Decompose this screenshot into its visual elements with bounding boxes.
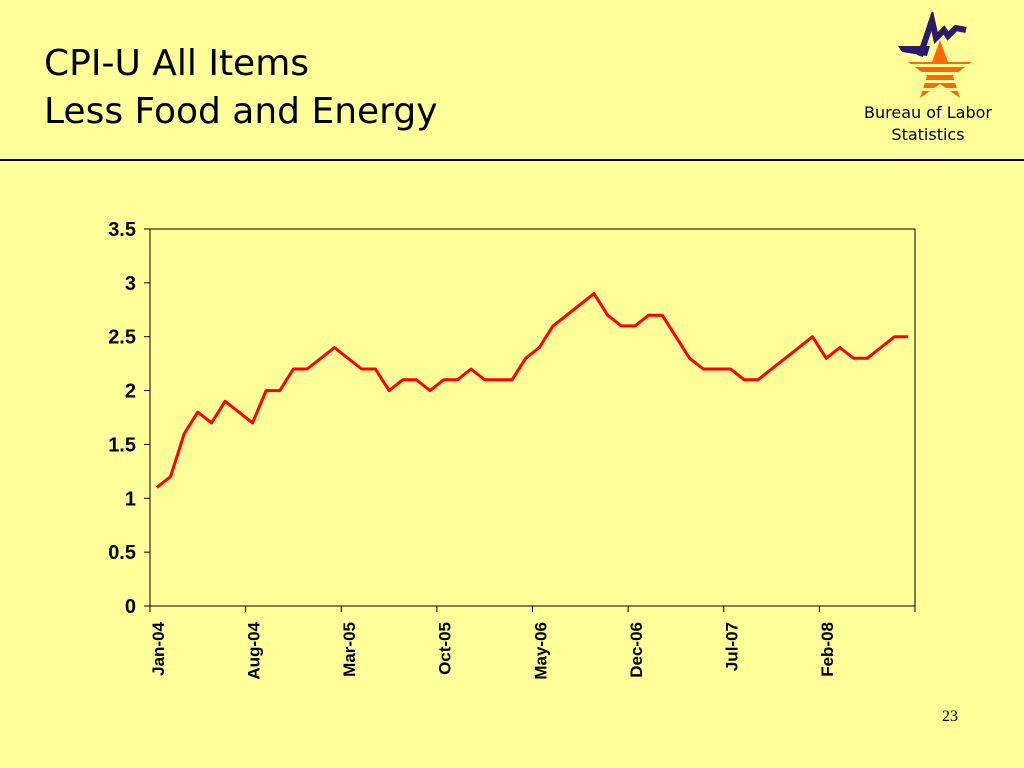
x-tick-label: Jan-04 <box>149 621 168 675</box>
y-tick-label: 0 <box>125 596 136 618</box>
x-tick-label: Aug-04 <box>244 621 263 679</box>
x-tick-label: Mar-05 <box>340 622 359 677</box>
title-line-1: CPI-U All Items <box>44 43 310 84</box>
x-tick-label: Jul-07 <box>723 622 742 671</box>
logo-star <box>900 40 984 98</box>
logo-caption-line-2: Statistics <box>891 125 965 144</box>
y-tick-label: 3.5 <box>108 219 136 241</box>
logo-caption: Bureau of Labor Statistics <box>842 102 1014 146</box>
x-tick-label: Feb-08 <box>818 622 837 677</box>
slide-number: 23 <box>942 708 958 725</box>
bls-logo-icon <box>898 12 984 98</box>
x-tick-label: Oct-05 <box>436 622 455 675</box>
logo-trend-line <box>917 12 967 57</box>
title-line-2: Less Food and Energy <box>44 91 438 132</box>
series-line <box>155 292 909 489</box>
y-tick-label: 0.5 <box>108 542 136 564</box>
y-tick-label: 2.5 <box>108 327 136 349</box>
plot-area <box>149 228 916 607</box>
x-tick-label: May-06 <box>531 622 550 680</box>
y-tick-label: 1 <box>125 488 136 510</box>
title-divider <box>0 159 1024 161</box>
slide-title: CPI-U All Items Less Food and Energy <box>44 40 438 136</box>
logo-caption-line-1: Bureau of Labor <box>864 103 992 122</box>
y-tick-label: 3 <box>125 273 136 295</box>
x-tick-label: Dec-06 <box>627 622 646 678</box>
y-tick-label: 1.5 <box>108 434 136 456</box>
y-tick-label: 2 <box>125 381 136 403</box>
